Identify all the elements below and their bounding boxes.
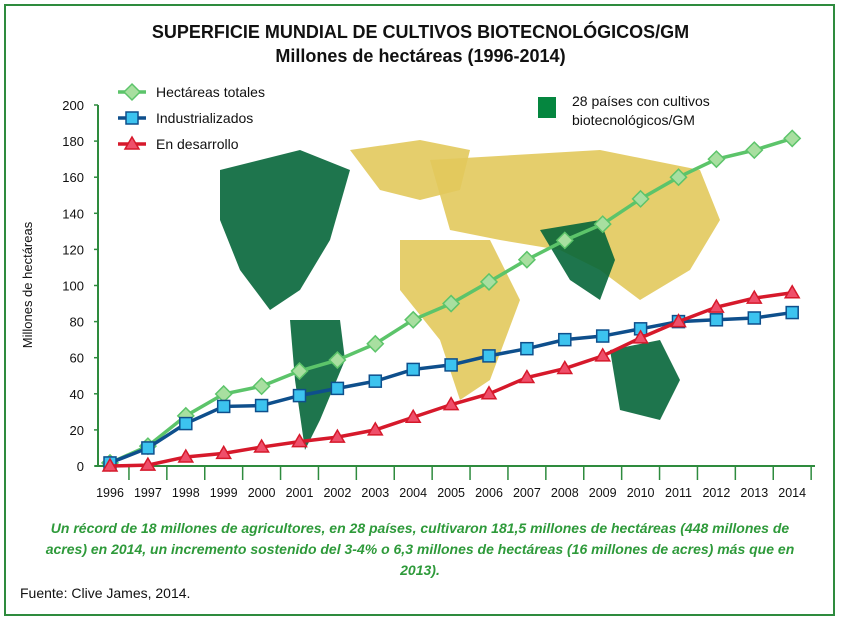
x-tick-label: 2006 bbox=[475, 486, 503, 500]
legend-map-swatch bbox=[538, 97, 556, 118]
x-tick-label: 1998 bbox=[172, 486, 200, 500]
x-tick-label: 2009 bbox=[589, 486, 617, 500]
y-tick-label: 40 bbox=[70, 387, 84, 402]
data-point-total bbox=[555, 231, 574, 250]
legend-label-developing: En desarrollo bbox=[156, 136, 239, 152]
data-point-industrial bbox=[785, 305, 799, 320]
data-point-total bbox=[290, 361, 309, 381]
x-tick-label: 1999 bbox=[210, 486, 238, 500]
data-point-total bbox=[366, 334, 385, 353]
x-tick-label: 2008 bbox=[551, 486, 579, 500]
x-tick-label: 2003 bbox=[361, 486, 389, 500]
data-point-total bbox=[442, 294, 461, 313]
data-point-total bbox=[214, 384, 233, 404]
y-tick-label: 140 bbox=[62, 206, 84, 221]
data-point-industrial bbox=[444, 358, 458, 372]
data-point-developing bbox=[670, 313, 687, 328]
map-region bbox=[610, 340, 680, 420]
data-point-total bbox=[707, 150, 726, 169]
data-point-developing bbox=[783, 284, 801, 299]
y-tick-label: 80 bbox=[70, 315, 84, 330]
data-point-industrial bbox=[330, 381, 345, 396]
x-tick-label: 2012 bbox=[702, 486, 730, 500]
x-tick-label: 2007 bbox=[513, 486, 541, 500]
x-tick-label: 1996 bbox=[96, 486, 124, 500]
data-point-industrial bbox=[368, 374, 383, 388]
data-point-total bbox=[783, 129, 802, 148]
legend-marker-developing bbox=[123, 135, 141, 150]
data-point-developing bbox=[594, 347, 612, 362]
legend-marker-total bbox=[122, 82, 142, 102]
y-tick-label: 120 bbox=[62, 242, 84, 257]
data-point-industrial bbox=[520, 341, 534, 356]
legend-label-industrial: Industrializados bbox=[156, 110, 253, 126]
chart-subtitle: Millones de hectáreas (1996-2014) bbox=[275, 46, 566, 66]
data-point-developing bbox=[366, 421, 384, 436]
data-point-total bbox=[328, 350, 347, 370]
data-point-developing bbox=[480, 385, 498, 400]
x-tick-label: 2011 bbox=[665, 486, 692, 500]
y-tick-label: 100 bbox=[62, 279, 84, 294]
data-point-developing bbox=[101, 457, 119, 472]
y-tick-label: 200 bbox=[62, 98, 84, 113]
x-tick-label: 2013 bbox=[740, 486, 768, 500]
y-tick-label: 180 bbox=[62, 134, 84, 149]
data-point-industrial bbox=[747, 311, 762, 325]
data-point-total bbox=[669, 168, 688, 187]
y-tick-label: 60 bbox=[70, 351, 84, 366]
data-point-developing bbox=[329, 428, 346, 443]
data-point-total bbox=[479, 272, 499, 291]
map-region bbox=[290, 320, 345, 450]
source-note: Fuente: Clive James, 2014. bbox=[20, 585, 191, 601]
data-point-total bbox=[745, 141, 764, 160]
data-point-industrial bbox=[179, 416, 193, 431]
y-tick-label: 20 bbox=[70, 423, 84, 438]
data-point-industrial bbox=[292, 388, 307, 403]
legend-label-total: Hectáreas totales bbox=[156, 84, 265, 100]
chart-title: SUPERFICIE MUNDIAL DE CULTIVOS BIOTECNOL… bbox=[151, 22, 690, 42]
data-point-developing bbox=[518, 369, 536, 384]
data-point-developing bbox=[442, 396, 460, 411]
y-axis-label: Millones de hectáreas bbox=[20, 221, 35, 348]
data-point-developing bbox=[215, 444, 233, 460]
data-point-total bbox=[631, 189, 650, 208]
x-tick-label: 2001 bbox=[286, 486, 314, 500]
data-point-industrial bbox=[254, 398, 269, 413]
x-tick-label: 2014 bbox=[778, 486, 806, 500]
data-point-industrial bbox=[558, 332, 572, 347]
data-point-industrial bbox=[406, 362, 420, 377]
data-point-developing bbox=[708, 298, 725, 313]
data-point-developing bbox=[177, 448, 195, 463]
data-point-developing bbox=[291, 433, 308, 448]
legend-map-label: biotecnológicos/GM bbox=[572, 112, 695, 128]
caption: Un récord de 18 millones de agricultores… bbox=[45, 520, 795, 578]
data-point-developing bbox=[253, 438, 270, 453]
legend-marker-industrial bbox=[125, 111, 139, 125]
data-point-industrial bbox=[216, 399, 231, 414]
data-point-developing bbox=[139, 456, 157, 471]
data-point-industrial bbox=[482, 349, 496, 363]
x-tick-label: 1997 bbox=[134, 486, 162, 500]
data-point-total bbox=[517, 250, 536, 269]
y-tick-label: 0 bbox=[77, 459, 84, 474]
x-tick-label: 2000 bbox=[248, 486, 276, 500]
data-point-industrial bbox=[709, 313, 724, 327]
data-point-industrial bbox=[141, 441, 155, 455]
x-tick-label: 2004 bbox=[399, 486, 427, 500]
x-tick-label: 2002 bbox=[323, 486, 351, 500]
data-point-total bbox=[252, 377, 271, 396]
data-point-total bbox=[404, 310, 423, 329]
data-point-developing bbox=[632, 329, 649, 344]
map-region bbox=[220, 150, 350, 310]
x-tick-label: 2010 bbox=[627, 486, 655, 500]
data-point-developing bbox=[745, 289, 763, 304]
y-tick-label: 160 bbox=[62, 170, 84, 185]
legend-map-label: 28 países con cultivos bbox=[572, 93, 710, 109]
data-point-industrial bbox=[595, 329, 610, 343]
data-point-total bbox=[593, 215, 612, 234]
data-point-developing bbox=[404, 408, 422, 424]
data-point-developing bbox=[556, 360, 574, 375]
x-tick-label: 2005 bbox=[437, 486, 465, 500]
